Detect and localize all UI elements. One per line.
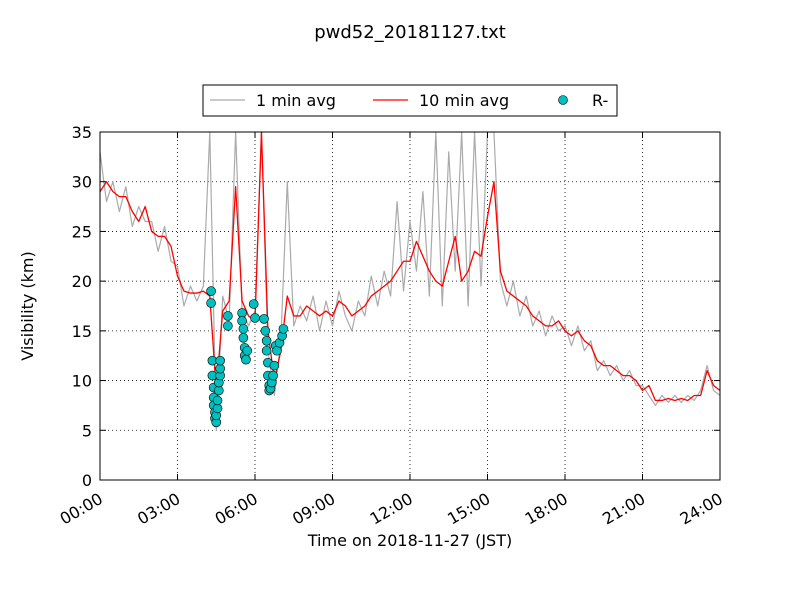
legend-label: R-: [592, 91, 608, 110]
y-tick-label: 20: [72, 272, 92, 291]
y-tick-label: 0: [82, 471, 92, 490]
scatter-point: [260, 326, 271, 336]
x-tick-label: 00:00: [57, 489, 106, 529]
scatter-point: [242, 345, 253, 356]
scatter-point: [212, 395, 223, 406]
y-tick-label: 15: [72, 322, 92, 341]
scatter-point: [206, 298, 216, 308]
scatter-point: [278, 324, 289, 334]
y-tick-label: 25: [72, 222, 92, 241]
x-tick-label: 03:00: [134, 489, 183, 529]
series-line: [100, 132, 720, 431]
scatter-point: [261, 335, 272, 346]
scatter-point: [237, 308, 247, 318]
series-line: [100, 132, 720, 402]
axes: 0 5 10 15 20 25 30 35 00:00 03:00 06:00 09:00 12:00 1…: [57, 123, 726, 529]
scatter-point: [223, 311, 233, 321]
x-axis-label: Time on 2018-11-27 (JST): [307, 531, 512, 550]
legend: 1 min avg 10 min avg R-: [202, 84, 618, 117]
x-tick-label: 12:00: [367, 489, 416, 529]
chart-title: pwd52_20181127.txt: [314, 22, 506, 43]
scatter-point: [237, 316, 247, 326]
x-tick-label: 18:00: [522, 489, 571, 529]
y-tick-label: 35: [72, 123, 92, 142]
scatter-point: [215, 363, 225, 374]
y-tick-label: 5: [82, 421, 92, 440]
y-tick-label: 30: [72, 173, 92, 192]
scatter-point: [206, 286, 216, 296]
y-tick-label: 10: [72, 372, 92, 391]
x-tick-label: 21:00: [599, 489, 648, 529]
scatter-point: [250, 313, 260, 323]
grid: [99, 131, 721, 481]
scatter-point: [223, 321, 233, 331]
legend-label: 1 min avg: [256, 91, 336, 110]
scatter-point: [268, 370, 278, 381]
scatter-point: [241, 354, 251, 365]
legend-box: [202, 84, 618, 117]
plot-area: [100, 132, 720, 431]
scatter-point: [259, 314, 269, 324]
x-tick-label: 15:00: [444, 489, 493, 529]
x-tick-label: 24:00: [677, 489, 726, 529]
scatter-point: [272, 345, 282, 356]
scatter-point: [215, 355, 225, 366]
scatter-point: [269, 360, 280, 371]
legend-marker: [558, 95, 568, 105]
legend-label: 10 min avg: [419, 91, 509, 110]
y-axis-label: Visibility (km): [18, 251, 37, 360]
scatter-point: [212, 403, 223, 414]
x-tick-label: 09:00: [289, 489, 338, 529]
scatter-point: [261, 345, 272, 356]
scatter-point: [214, 385, 224, 396]
scatter-point: [238, 324, 249, 334]
scatter-point: [248, 299, 259, 309]
scatter-point: [238, 333, 249, 343]
x-tick-label: 06:00: [212, 489, 261, 529]
